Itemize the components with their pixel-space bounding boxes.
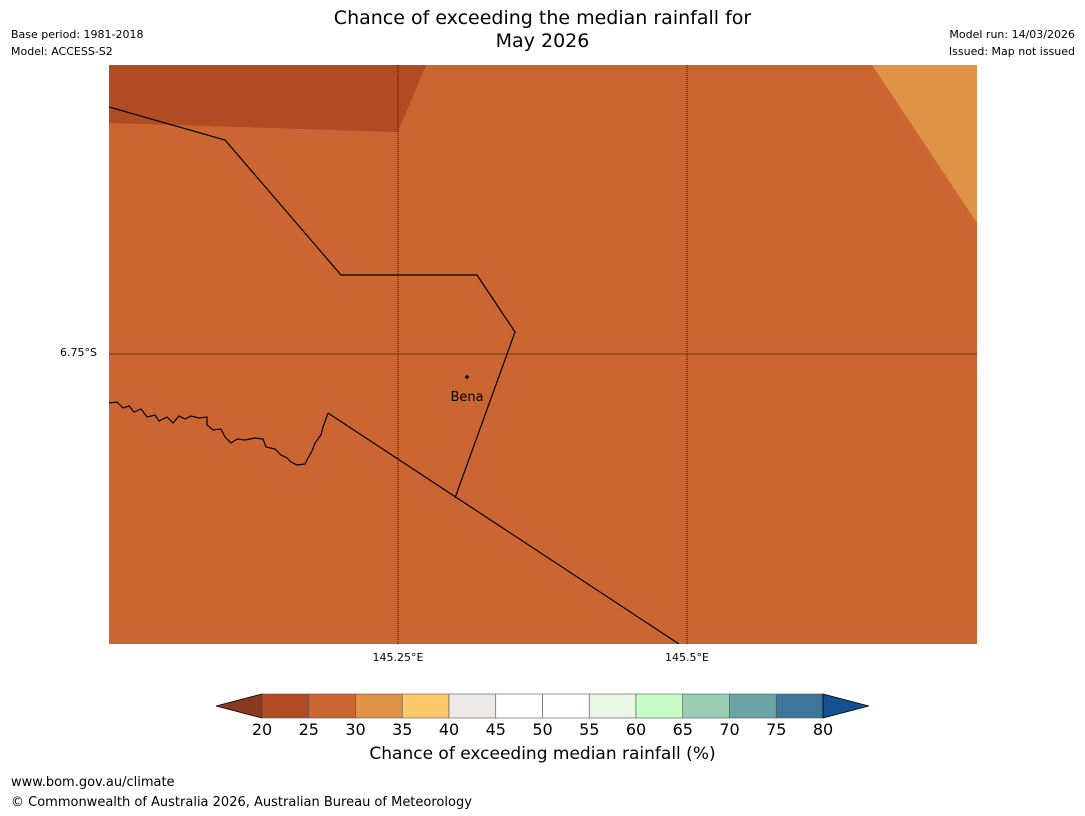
model-name: Model: ACCESS-S2 xyxy=(11,45,113,58)
rainfall-map[interactable]: Bena xyxy=(109,65,977,644)
meta-right: Model run: 14/03/2026 Issued: Map not is… xyxy=(949,26,1075,60)
colorbar-bin-50-55 xyxy=(542,693,590,719)
meta-left: Base period: 1981-2018 Model: ACCESS-S2 xyxy=(11,26,143,60)
lon-label-2: 145.5°E xyxy=(665,651,709,664)
footer-copyright: © Commonwealth of Australia 2026, Austra… xyxy=(11,795,472,810)
colorbar-tick-label: 25 xyxy=(298,720,319,739)
colorbar-bin-45-50 xyxy=(495,693,543,719)
colorbar-bin-55-60 xyxy=(588,693,637,719)
province-boundary-south xyxy=(327,412,680,644)
colorbar-tick-label: 45 xyxy=(485,720,506,739)
colorbar-tick-label: 80 xyxy=(812,720,834,739)
colorbar-tick-label: 40 xyxy=(438,720,460,739)
zone-30-35 xyxy=(872,65,977,223)
colorbar-tick-label: 35 xyxy=(392,720,413,739)
lat-label: 6.75°S xyxy=(60,346,97,359)
place-marker-bena xyxy=(465,375,469,379)
colorbar-bin-60-65 xyxy=(635,693,684,719)
colorbar xyxy=(216,693,869,719)
colorbar-bin-20-25 xyxy=(261,693,310,719)
place-label-bena: Bena xyxy=(450,390,483,405)
model-run: Model run: 14/03/2026 xyxy=(949,28,1075,41)
lon-label-1: 145.25°E xyxy=(372,651,424,664)
colorbar-bin-40-45 xyxy=(448,693,497,719)
title-line-1: Chance of exceeding the median rainfall … xyxy=(333,7,752,29)
colorbar-bin-75-80 xyxy=(775,693,824,719)
colorbar-bin-35-40 xyxy=(401,693,450,719)
colorbar-tick-label: 70 xyxy=(719,720,740,739)
zone-20-25 xyxy=(109,65,426,132)
issued-status: Issued: Map not issued xyxy=(948,45,1075,58)
colorbar-bin-70-75 xyxy=(729,693,777,719)
colorbar-tick-label: 30 xyxy=(345,720,366,739)
colorbar-tick-label: 75 xyxy=(766,720,787,739)
title-line-2: May 2026 xyxy=(495,30,590,52)
colorbar-bin-65-70 xyxy=(682,693,730,719)
colorbar-arrow-low xyxy=(216,693,263,719)
colorbar-tick-label: 60 xyxy=(625,720,647,739)
map-title: Chance of exceeding the median rainfall … xyxy=(0,7,1085,53)
zone-25-30 xyxy=(109,65,977,644)
province-boundary-west xyxy=(109,401,329,466)
colorbar-tick-label: 20 xyxy=(251,720,273,739)
province-boundary-north xyxy=(109,106,516,499)
footer-url[interactable]: www.bom.gov.au/climate xyxy=(11,775,175,790)
colorbar-tick-label: 55 xyxy=(579,720,600,739)
colorbar-arrow-high xyxy=(822,693,869,719)
colorbar-bin-25-30 xyxy=(308,693,356,719)
colorbar-label: Chance of exceeding median rainfall (%) xyxy=(369,744,716,764)
base-period: Base period: 1981-2018 xyxy=(11,28,144,41)
colorbar-tick-label: 50 xyxy=(532,720,553,739)
colorbar-bin-30-35 xyxy=(355,693,403,719)
colorbar-tick-label: 65 xyxy=(672,720,693,739)
